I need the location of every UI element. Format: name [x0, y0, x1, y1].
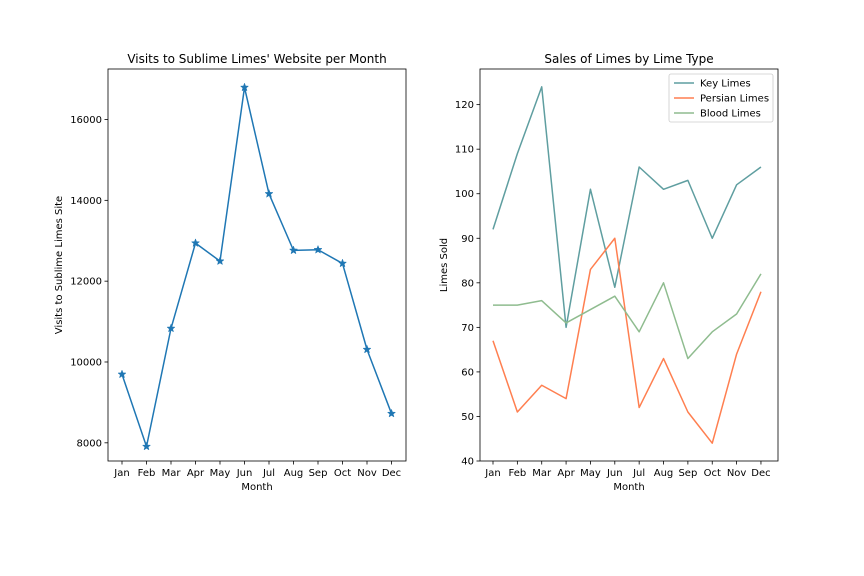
x-tick-label: Nov [727, 468, 747, 479]
data-point [141, 441, 152, 451]
chart-title: Visits to Sublime Limes' Website per Mon… [127, 52, 386, 66]
series-line-1 [121, 86, 393, 448]
data-point [166, 323, 176, 333]
y-tick-label: 80 [461, 278, 474, 289]
x-axis-label: Month [241, 482, 272, 493]
legend-label: Key Limes [700, 79, 751, 90]
data-point [288, 245, 299, 255]
y-tick-label: 14000 [70, 196, 102, 207]
x-axis-label: Month [613, 482, 644, 493]
legend-label: Blood Limes [700, 109, 761, 120]
x-tick-label: Aug [284, 468, 304, 479]
chart-1: Visits to Sublime Limes' Website per Mon… [54, 52, 407, 493]
x-tick-label: May [580, 468, 601, 479]
y-tick-label: 90 [461, 234, 474, 245]
series-line-1 [492, 86, 762, 329]
x-tick-label: Feb [138, 468, 156, 479]
data-point [215, 256, 225, 266]
data-point [239, 82, 250, 92]
data-point [362, 344, 372, 354]
y-tick-label: 110 [455, 145, 474, 156]
y-tick-label: 70 [461, 323, 474, 334]
x-tick-label: Nov [357, 468, 377, 479]
y-axis-label: Limes Sold [439, 238, 450, 292]
y-tick-label: 40 [461, 457, 474, 468]
series-line-2 [492, 237, 762, 444]
y-tick-label: 60 [461, 367, 474, 378]
x-tick-label: Mar [532, 468, 552, 479]
y-tick-label: 120 [455, 100, 474, 111]
plot-frame [107, 68, 407, 462]
data-point [386, 408, 397, 418]
x-tick-label: Dec [751, 468, 770, 479]
x-tick-label: May [210, 468, 231, 479]
chart-title: Sales of Limes by Lime Type [544, 52, 713, 66]
y-tick-label: 16000 [70, 115, 102, 126]
x-tick-label: Jun [606, 468, 623, 479]
y-tick-label: 10000 [70, 357, 102, 368]
x-tick-label: Mar [162, 468, 182, 479]
x-tick-label: Aug [654, 468, 674, 479]
x-tick-label: Jul [262, 468, 275, 479]
y-tick-label: 100 [455, 189, 474, 200]
x-tick-label: Jul [632, 468, 645, 479]
x-tick-label: Jan [113, 468, 129, 479]
x-tick-label: Jan [484, 468, 500, 479]
data-point [264, 188, 274, 198]
legend-box [668, 73, 774, 123]
legend-label: Persian Limes [700, 94, 769, 105]
data-point [313, 244, 323, 254]
x-tick-label: Jun [236, 468, 253, 479]
data-point [117, 369, 127, 379]
x-tick-label: Sep [309, 468, 328, 479]
x-tick-label: Dec [382, 468, 401, 479]
legend: Key Limes Persian Limes Blood Limes [668, 73, 774, 123]
chart-2: Sales of Limes by Lime Type 40 50 60 70 80 90 1… [439, 52, 779, 493]
series-line-3 [493, 273, 762, 360]
x-tick-label: Oct [704, 468, 721, 479]
x-tick-label: Apr [187, 468, 205, 479]
x-tick-label: Sep [678, 468, 697, 479]
y-tick-label: 50 [461, 412, 474, 423]
x-tick-label: Feb [509, 468, 527, 479]
y-tick-label: 12000 [70, 277, 102, 288]
y-axis-label: Visits to Sublime Limes Site [54, 196, 65, 334]
x-tick-label: Oct [334, 468, 351, 479]
data-point [190, 238, 201, 248]
y-tick-label: 8000 [77, 438, 102, 449]
data-point [337, 258, 348, 268]
plot-frame [479, 68, 779, 462]
x-tick-label: Apr [557, 468, 575, 479]
